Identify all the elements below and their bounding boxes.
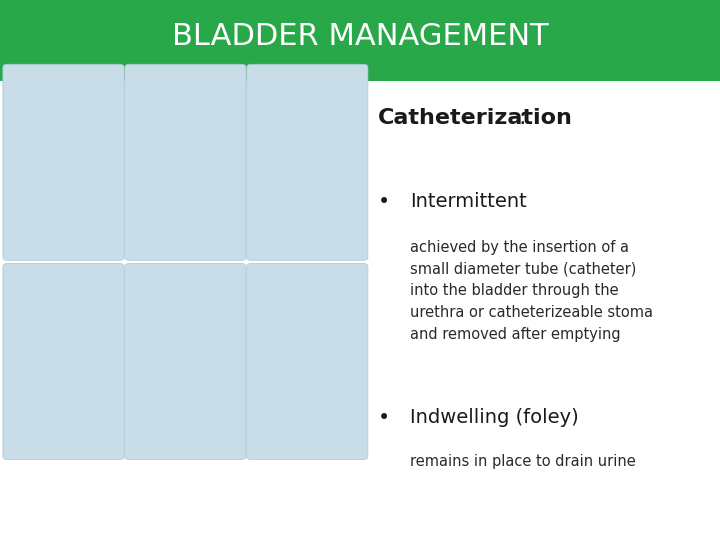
Text: •: • [378, 192, 390, 212]
Text: Intermittent: Intermittent [410, 192, 527, 211]
Text: remains in place to drain urine: remains in place to drain urine [410, 454, 636, 469]
FancyBboxPatch shape [247, 264, 368, 460]
Text: •: • [378, 408, 390, 428]
FancyBboxPatch shape [3, 64, 124, 260]
Bar [0, 0, 720, 73]
Text: Indwelling (foley): Indwelling (foley) [410, 408, 579, 427]
Text: BLADDER MANAGEMENT: BLADDER MANAGEMENT [171, 22, 549, 51]
FancyBboxPatch shape [125, 264, 246, 460]
FancyBboxPatch shape [247, 64, 368, 260]
Text: achieved by the insertion of a
small diameter tube (catheter)
into the bladder t: achieved by the insertion of a small dia… [410, 240, 654, 342]
Text: :: : [518, 108, 526, 128]
Text: Catheterization: Catheterization [378, 108, 573, 128]
FancyBboxPatch shape [3, 264, 124, 460]
Bar [0, 73, 720, 81]
FancyBboxPatch shape [125, 64, 246, 260]
